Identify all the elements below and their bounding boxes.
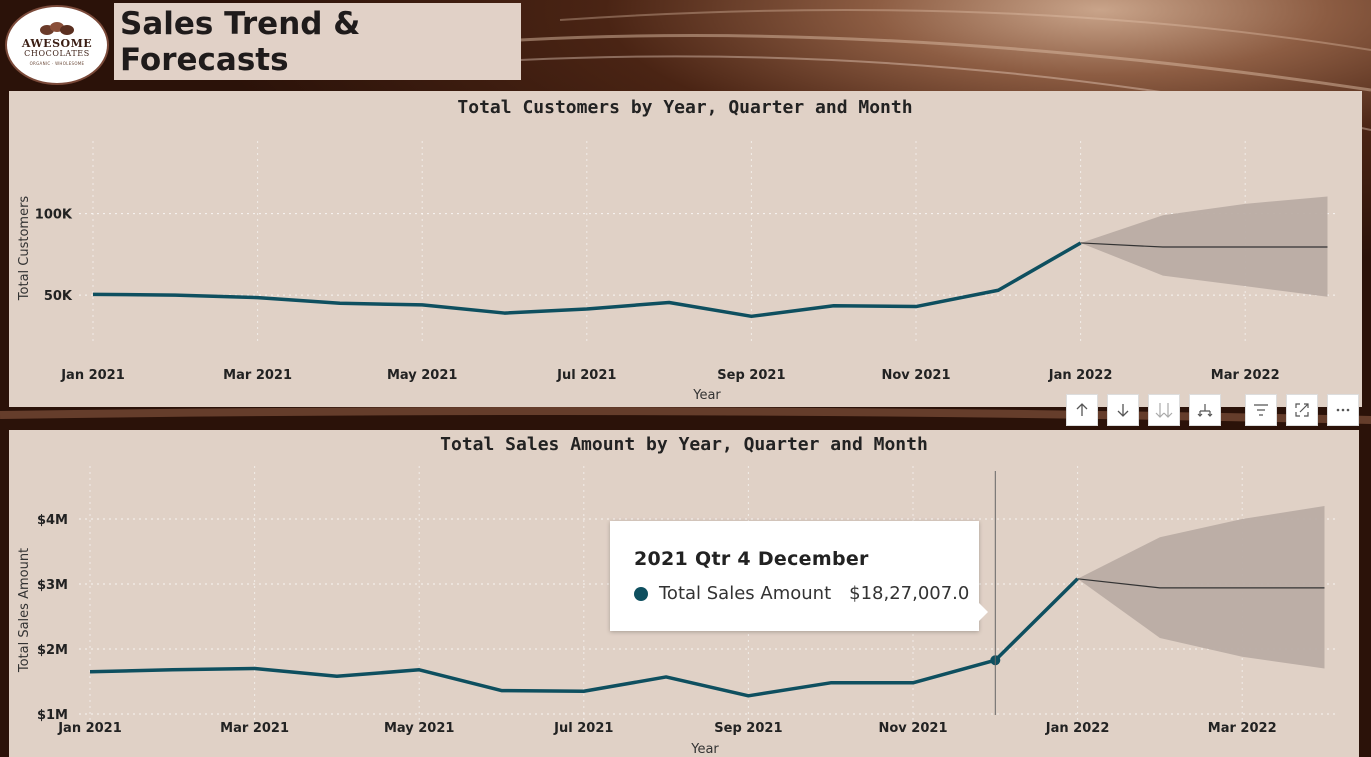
x-tick-label: Mar 2021 (220, 721, 289, 736)
more-options-button[interactable] (1327, 394, 1359, 426)
x-tick-label: Jan 2022 (1048, 368, 1113, 383)
drill-down-icon (1117, 404, 1129, 417)
x-tick-label: Sep 2021 (714, 721, 782, 736)
page-title: Sales Trend & Forecasts (120, 5, 361, 78)
forecast-confidence-band (1077, 506, 1325, 669)
x-tick-label: Nov 2021 (882, 368, 951, 383)
x-tick-label: Jan 2022 (1045, 721, 1110, 736)
x-tick-label: Jul 2021 (556, 368, 616, 383)
chart-tooltip: 2021 Qtr 4 December Total Sales Amount $… (610, 521, 979, 631)
y-tick-label: $3M (37, 578, 68, 593)
customers-chart-visual[interactable]: Total Customers by Year, Quarter and Mon… (9, 91, 1362, 407)
x-axis-title: Year (692, 388, 721, 403)
y-axis-title: Total Customers (17, 196, 32, 302)
filter-icon (1254, 404, 1268, 416)
drill-down-button[interactable] (1107, 394, 1139, 426)
tooltip-arrow (978, 602, 988, 622)
y-tick-label: $4M (37, 513, 68, 528)
y-tick-label: $2M (37, 643, 68, 658)
x-tick-label: Jan 2021 (57, 721, 122, 736)
tooltip-series-label: Total Sales Amount (659, 583, 832, 604)
x-tick-label: Jul 2021 (553, 721, 613, 736)
expand-all-levels-button[interactable] (1148, 394, 1180, 426)
logo-line-1: AWESOME (21, 37, 93, 50)
drill-up-button[interactable] (1066, 394, 1098, 426)
company-logo: AWESOME CHOCOLATES ORGANIC · WHOLESOME (5, 5, 109, 85)
forecast-line (1077, 578, 1325, 589)
more-options-icon (1336, 408, 1350, 412)
focus-mode-icon (1295, 403, 1309, 417)
y-tick-label: $1M (37, 708, 68, 723)
logo-line-2: CHOCOLATES (24, 49, 90, 58)
filter-button[interactable] (1245, 394, 1277, 426)
x-tick-label: May 2021 (384, 721, 455, 736)
drill-up-icon (1076, 403, 1088, 416)
drill-hierarchy-button[interactable] (1189, 394, 1221, 426)
logo-line-3: ORGANIC · WHOLESOME (29, 61, 85, 66)
x-tick-label: Mar 2022 (1208, 721, 1277, 736)
visual-header-toolbar (1066, 394, 1359, 428)
y-axis-title: Total Sales Amount (17, 548, 32, 673)
x-axis-title: Year (690, 742, 719, 757)
x-tick-label: Mar 2021 (223, 368, 292, 383)
x-tick-label: May 2021 (387, 368, 458, 383)
forecast-line (1080, 242, 1328, 248)
page-title-box: Sales Trend & Forecasts (114, 3, 521, 80)
chart-title: Total Customers by Year, Quarter and Mon… (457, 97, 912, 118)
tooltip-title: 2021 Qtr 4 December (634, 548, 869, 570)
x-tick-label: Sep 2021 (717, 368, 785, 383)
chart-title: Total Sales Amount by Year, Quarter and … (440, 434, 928, 455)
customers-line-chart: Total Customers by Year, Quarter and Mon… (17, 97, 1339, 403)
drill-hierarchy-icon (1197, 404, 1213, 417)
x-tick-label: Jan 2021 (60, 368, 125, 383)
series-color-dot (634, 586, 648, 601)
tooltip-row: Total Sales Amount $18,27,007.0 (634, 583, 979, 604)
y-tick-label: 50K (44, 289, 73, 304)
x-tick-label: Nov 2021 (879, 721, 948, 736)
focus-mode-button[interactable] (1286, 394, 1318, 426)
tooltip-value: $18,27,007.0 (849, 583, 970, 604)
chocolate-beans-icon (40, 22, 74, 35)
x-tick-label: Mar 2022 (1211, 368, 1280, 383)
expand-all-levels-icon (1155, 403, 1173, 418)
y-tick-label: 100K (35, 208, 73, 223)
